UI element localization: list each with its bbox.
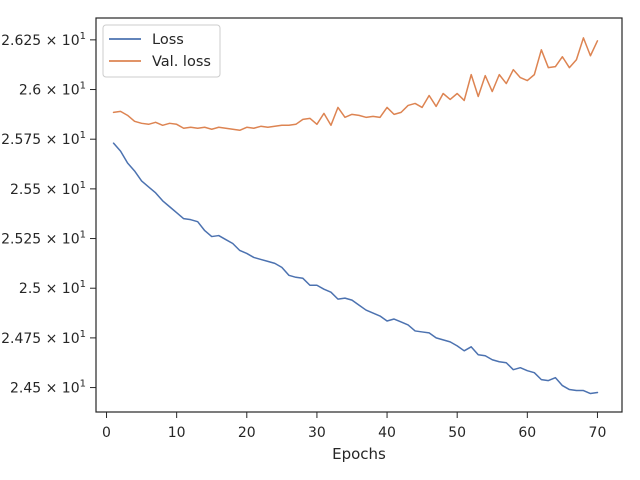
x-tick-label: 40 bbox=[378, 425, 396, 441]
series-line-val-loss bbox=[112, 37, 599, 132]
y-tick-label: 2.475 × 101 bbox=[1, 329, 86, 347]
y-tick-label: 2.625 × 101 bbox=[1, 31, 86, 49]
x-tick-label: 30 bbox=[308, 425, 326, 441]
legend-label-loss: Loss bbox=[152, 32, 184, 48]
x-tick-label: 0 bbox=[102, 425, 111, 441]
x-tick-label: 60 bbox=[518, 425, 536, 441]
legend: Loss Val. loss bbox=[102, 24, 221, 78]
x-axis-label: Epochs bbox=[332, 445, 386, 463]
x-tick-label: 70 bbox=[589, 425, 607, 441]
x-tick-label: 10 bbox=[168, 425, 186, 441]
series-line-loss bbox=[112, 142, 599, 395]
y-tick-label: 2.525 × 101 bbox=[1, 230, 86, 248]
plot-frame bbox=[95, 17, 623, 413]
legend-label-val-loss: Val. loss bbox=[152, 54, 211, 70]
tick-layer: 0 10 20 30 40 50 60 70 2.45 × 101 2.475 × 101 2.5 … bbox=[1, 31, 606, 441]
x-tick-label: 20 bbox=[238, 425, 256, 441]
series-layer bbox=[112, 37, 599, 395]
y-tick-label: 2.55 × 101 bbox=[10, 180, 86, 198]
y-tick-label: 2.45 × 101 bbox=[10, 379, 86, 397]
y-tick-label: 2.6 × 101 bbox=[19, 81, 86, 99]
y-tick-label: 2.5 × 101 bbox=[19, 279, 86, 297]
x-tick-label: 50 bbox=[448, 425, 466, 441]
legend-box bbox=[102, 24, 221, 78]
y-tick-label: 2.575 × 101 bbox=[1, 130, 86, 148]
